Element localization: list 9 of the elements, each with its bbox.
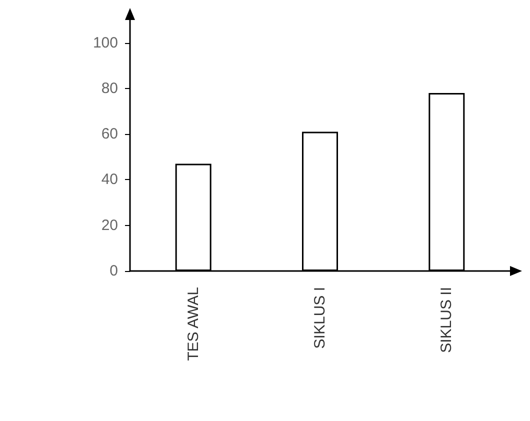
y-tick-label: 20 (101, 216, 118, 234)
y-tick-label: 60 (101, 126, 118, 143)
x-tick-label: TES AWAL (184, 287, 202, 361)
x-tick-label: SIKLUS II (438, 287, 456, 353)
x-tick-label: SIKLUS I (312, 287, 328, 349)
y-tick-label: 100 (92, 34, 118, 52)
y-tick-label: 80 (101, 80, 118, 97)
y-tick-label: 40 (101, 171, 118, 188)
y-tick-label: 0 (110, 262, 118, 280)
